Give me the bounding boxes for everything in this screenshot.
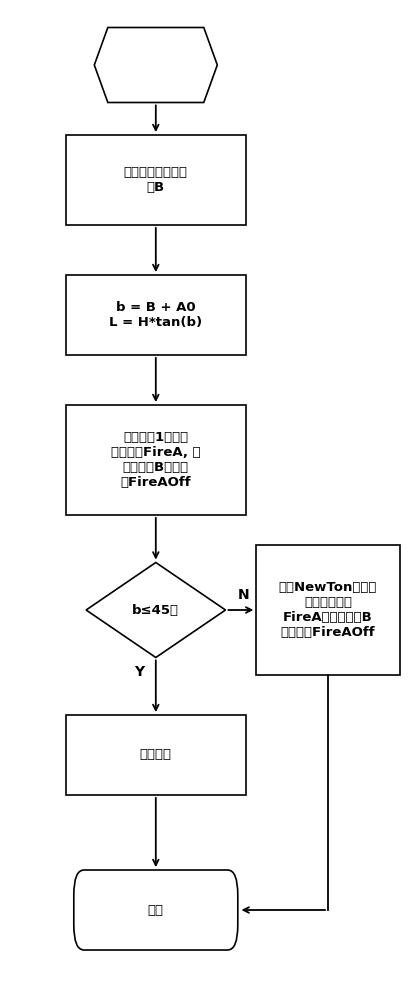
- Text: b = B + A0
L = H*tan(b): b = B + A0 L = H*tan(b): [109, 301, 202, 329]
- FancyBboxPatch shape: [65, 275, 245, 355]
- Polygon shape: [86, 562, 225, 658]
- Text: 通过NewTon迭代计
算灭火俯仰角
FireA及与定位角B
的偏移量FireAOff: 通过NewTon迭代计 算灭火俯仰角 FireA及与定位角B 的偏移量FireA…: [278, 581, 376, 639]
- Polygon shape: [94, 27, 217, 102]
- FancyBboxPatch shape: [65, 405, 245, 515]
- Text: 通过公式1计算灭
火俯仰角FireA, 及
与定位角B的偏移
量FireAOff: 通过公式1计算灭 火俯仰角FireA, 及 与定位角B的偏移 量FireAOff: [111, 431, 200, 489]
- FancyBboxPatch shape: [65, 715, 245, 795]
- FancyBboxPatch shape: [65, 135, 245, 225]
- Text: Y: Y: [134, 666, 144, 680]
- Text: 输出: 输出: [147, 904, 164, 916]
- FancyBboxPatch shape: [74, 870, 237, 950]
- Text: 直接输出: 直接输出: [139, 748, 171, 762]
- Text: N: N: [237, 588, 249, 602]
- Text: b≤45度: b≤45度: [132, 603, 179, 616]
- FancyBboxPatch shape: [256, 545, 399, 675]
- Text: 读入报警火焰定位
角B: 读入报警火焰定位 角B: [124, 166, 187, 194]
